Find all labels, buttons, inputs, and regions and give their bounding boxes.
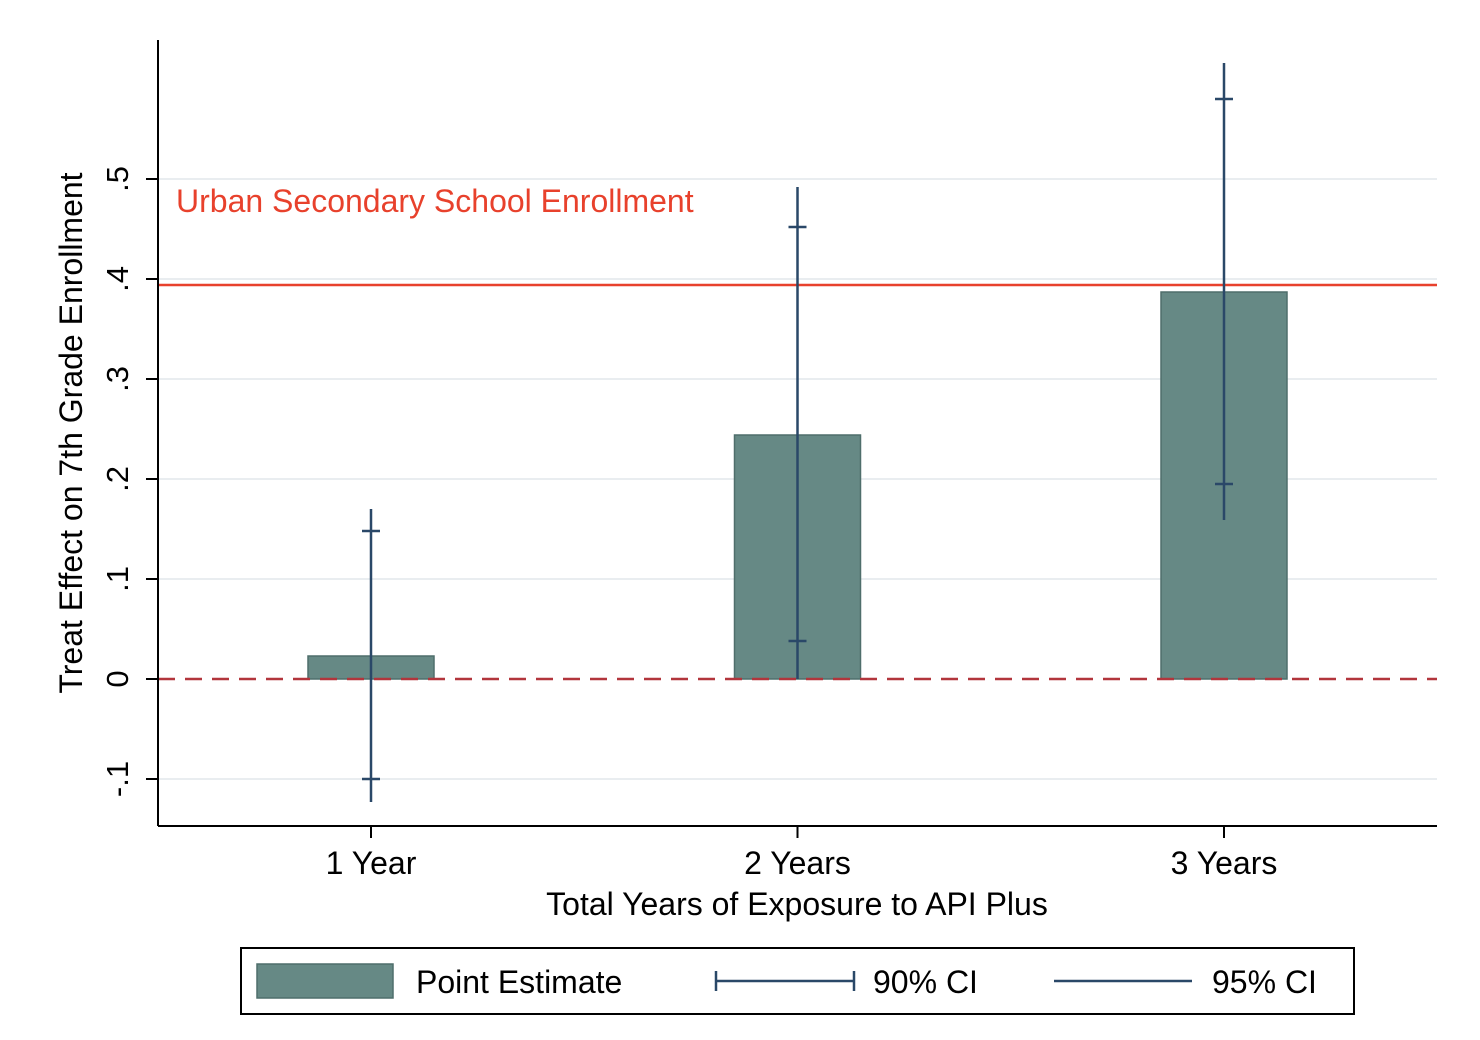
y-tick-label: 0 [100,670,135,687]
x-tick-label: 3 Years [1171,845,1278,881]
confidence-intervals [362,63,1233,802]
legend: Point Estimate 90% CI 95% CI [240,947,1355,1015]
y-tick-label: .3 [100,366,135,392]
legend-label-90-ci: 90% CI [873,964,978,1000]
x-tick-label: 1 Year [326,845,417,881]
legend-swatch-90-ci [714,971,856,991]
x-ticks: 1 Year 2 Years 3 Years [326,826,1278,881]
y-tick-label: .1 [100,566,135,592]
reference-line-label: Urban Secondary School Enrollment [176,183,694,219]
legend-swatch-point-estimate [256,963,394,999]
legend-label-point-estimate: Point Estimate [416,964,622,1000]
x-axis-title: Total Years of Exposure to API Plus [546,886,1048,922]
y-tick-label: .4 [100,266,135,292]
x-tick-label: 2 Years [744,845,851,881]
y-ticks: -.1 0 .1 .2 .3 .4 .5 [100,166,158,797]
y-tick-label: .5 [100,166,135,192]
legend-label-95-ci: 95% CI [1212,964,1317,1000]
y-tick-label: .2 [100,466,135,492]
y-axis-title: Treat Effect on 7th Grade Enrollment [53,172,89,693]
y-tick-label: -.1 [100,761,135,797]
